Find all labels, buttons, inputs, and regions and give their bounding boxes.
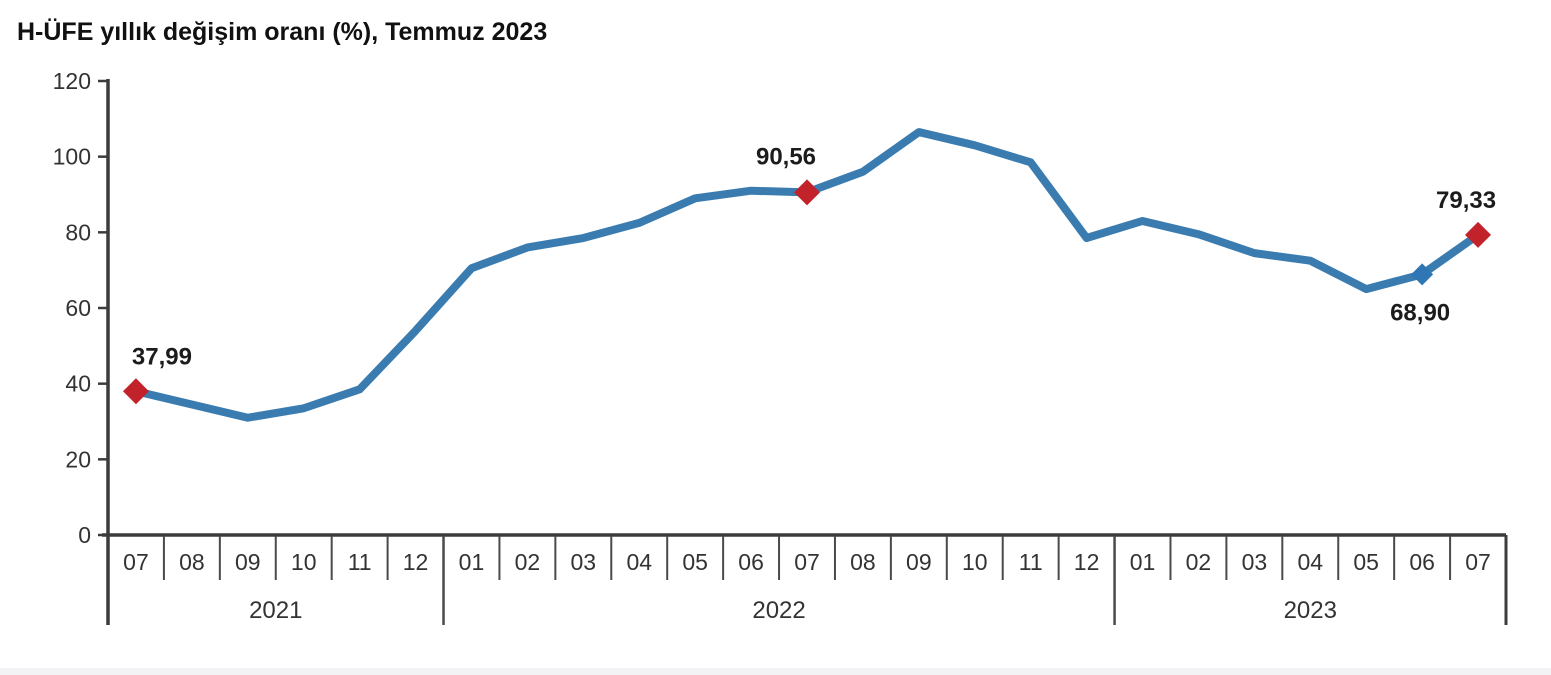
x-month-label: 01 xyxy=(459,549,485,575)
x-month-label: 08 xyxy=(179,549,205,575)
x-month-label: 07 xyxy=(1465,549,1491,575)
x-month-label: 08 xyxy=(850,549,876,575)
y-tick-label: 20 xyxy=(65,446,91,472)
x-month-label: 11 xyxy=(348,549,372,575)
x-month-label: 06 xyxy=(738,549,764,575)
x-year-label: 2021 xyxy=(249,597,302,624)
bottom-divider xyxy=(0,668,1551,675)
x-month-label: 05 xyxy=(1353,549,1379,575)
y-tick-label: 60 xyxy=(65,295,91,321)
y-tick-label: 0 xyxy=(78,522,91,548)
x-month-label: 05 xyxy=(682,549,708,575)
x-month-label: 01 xyxy=(1130,549,1156,575)
x-month-label: 02 xyxy=(1186,549,1212,575)
y-tick-label: 100 xyxy=(53,144,91,170)
marker-diamond xyxy=(1465,221,1492,248)
y-tick-label: 80 xyxy=(65,219,91,245)
x-year-label: 2023 xyxy=(1284,597,1337,624)
x-month-label: 04 xyxy=(626,549,652,575)
x-month-label: 03 xyxy=(571,549,597,575)
series-line xyxy=(131,128,1483,422)
x-month-label: 09 xyxy=(906,549,932,575)
point-data-label: 37,99 xyxy=(132,343,192,370)
point-data-label: 90,56 xyxy=(756,143,816,170)
y-tick-label: 40 xyxy=(65,371,91,397)
marker-diamond xyxy=(122,378,149,405)
x-month-label: 09 xyxy=(235,549,261,575)
x-month-label: 07 xyxy=(123,549,149,575)
marker-diamond xyxy=(794,179,820,206)
point-data-label: 79,33 xyxy=(1436,187,1496,214)
point-data-label: 68,90 xyxy=(1390,299,1450,326)
x-month-label: 10 xyxy=(962,549,988,575)
x-month-label: 07 xyxy=(794,549,820,575)
marker-diamond xyxy=(1411,263,1434,286)
chart-title: H-ÜFE yıllık değişim oranı (%), Temmuz 2… xyxy=(17,18,548,46)
x-month-label: 12 xyxy=(403,549,429,575)
x-month-label: 11 xyxy=(1019,549,1043,575)
x-month-label: 06 xyxy=(1409,549,1435,575)
x-month-label: 12 xyxy=(1074,549,1100,575)
y-tick-label: 120 xyxy=(53,68,91,94)
x-year-label: 2022 xyxy=(752,597,805,624)
x-month-label: 03 xyxy=(1242,549,1268,575)
x-month-label: 02 xyxy=(515,549,541,575)
x-month-label: 10 xyxy=(291,549,317,575)
x-month-label: 04 xyxy=(1297,549,1323,575)
